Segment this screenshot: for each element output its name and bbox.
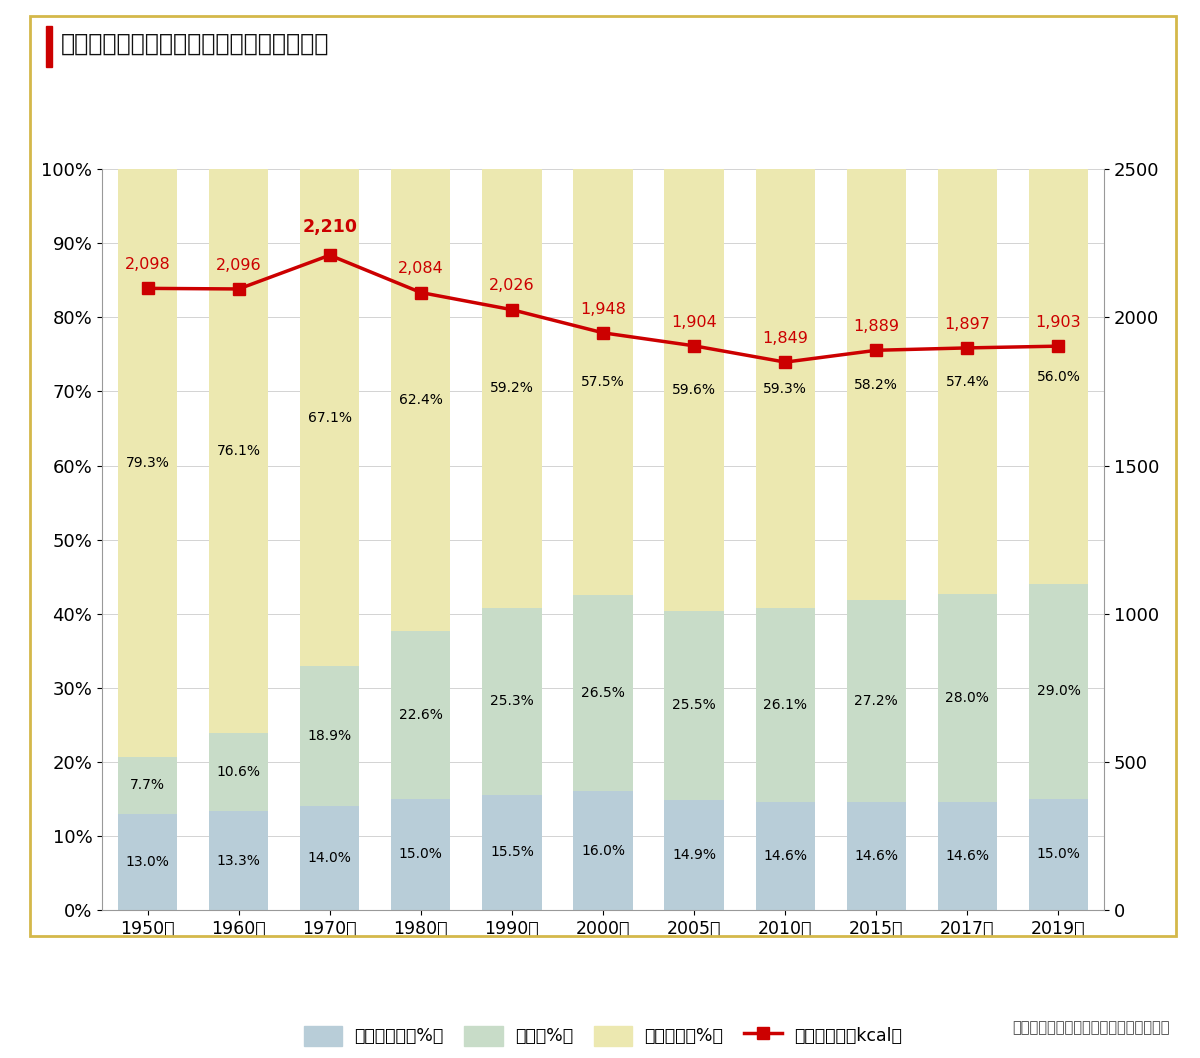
- Text: 13.0%: 13.0%: [126, 855, 169, 869]
- Text: 1,897: 1,897: [944, 316, 990, 331]
- Bar: [118, 169, 178, 756]
- Text: 57.5%: 57.5%: [581, 376, 625, 389]
- Text: 58.2%: 58.2%: [854, 378, 899, 391]
- Legend: たんみく質（%）, 脂質（%）, 炎水化物（%）, エネルギー（kcal）: たんみく質（%）, 脂質（%）, 炎水化物（%）, エネルギー（kcal）: [304, 1025, 902, 1045]
- Text: 15.5%: 15.5%: [490, 845, 534, 859]
- Text: 13.3%: 13.3%: [217, 854, 260, 868]
- Text: 29.0%: 29.0%: [1037, 685, 1080, 698]
- Bar: [574, 595, 632, 791]
- Text: 14.9%: 14.9%: [672, 847, 716, 861]
- Bar: [300, 806, 359, 910]
- Text: 26.5%: 26.5%: [581, 687, 625, 700]
- Text: 1,903: 1,903: [1036, 315, 1081, 330]
- Text: 出典：国民健康・栄養調査をもとに作成: 出典：国民健康・栄養調査をもとに作成: [1013, 1020, 1170, 1035]
- Text: 25.3%: 25.3%: [490, 694, 534, 709]
- Bar: [118, 814, 178, 910]
- Text: 14.6%: 14.6%: [763, 849, 808, 863]
- Bar: [391, 169, 450, 632]
- Bar: [482, 169, 541, 607]
- Text: 16.0%: 16.0%: [581, 843, 625, 858]
- Text: 56.0%: 56.0%: [1037, 369, 1080, 384]
- Bar: [1028, 799, 1088, 910]
- Bar: [937, 802, 997, 910]
- Bar: [847, 600, 906, 802]
- Text: 2,096: 2,096: [216, 258, 262, 273]
- Text: 14.0%: 14.0%: [307, 851, 352, 865]
- Text: 67.1%: 67.1%: [307, 411, 352, 424]
- Text: 2,026: 2,026: [490, 278, 535, 293]
- Text: 62.4%: 62.4%: [398, 394, 443, 407]
- Text: 79.3%: 79.3%: [126, 456, 169, 470]
- Text: 14.6%: 14.6%: [946, 849, 989, 863]
- Text: 18.9%: 18.9%: [307, 729, 352, 743]
- Bar: [756, 608, 815, 802]
- Text: 59.2%: 59.2%: [490, 382, 534, 396]
- Bar: [574, 791, 632, 910]
- Text: 59.3%: 59.3%: [763, 382, 808, 396]
- Text: 26.1%: 26.1%: [763, 698, 808, 712]
- Bar: [482, 607, 541, 796]
- Text: 2,210: 2,210: [302, 218, 358, 236]
- Text: 25.5%: 25.5%: [672, 698, 716, 712]
- Bar: [756, 802, 815, 910]
- Bar: [300, 169, 359, 667]
- Text: 1,904: 1,904: [671, 314, 716, 329]
- Text: 59.6%: 59.6%: [672, 383, 716, 397]
- Bar: [1028, 169, 1088, 584]
- Text: 27.2%: 27.2%: [854, 694, 898, 708]
- Bar: [937, 169, 997, 595]
- Bar: [482, 796, 541, 910]
- Bar: [1028, 584, 1088, 799]
- Bar: [209, 169, 269, 733]
- Bar: [665, 169, 724, 610]
- Text: 7.7%: 7.7%: [130, 778, 166, 792]
- Text: エネルギー産生栄養素バランスの年次推移: エネルギー産生栄養素バランスの年次推移: [61, 32, 330, 56]
- Text: 76.1%: 76.1%: [217, 444, 260, 458]
- Bar: [391, 632, 450, 799]
- Bar: [847, 802, 906, 910]
- Bar: [300, 667, 359, 806]
- Text: 1,948: 1,948: [580, 302, 626, 316]
- Bar: [937, 595, 997, 802]
- Bar: [665, 800, 724, 910]
- Bar: [209, 811, 269, 910]
- Bar: [118, 756, 178, 814]
- Text: 2,084: 2,084: [398, 261, 444, 276]
- Bar: [847, 169, 906, 600]
- Text: 10.6%: 10.6%: [217, 765, 260, 779]
- Text: 1,849: 1,849: [762, 331, 808, 346]
- Bar: [665, 610, 724, 800]
- Text: 15.0%: 15.0%: [1037, 847, 1080, 861]
- Bar: [574, 169, 632, 595]
- Text: 15.0%: 15.0%: [398, 847, 443, 861]
- Text: 22.6%: 22.6%: [398, 708, 443, 723]
- Bar: [391, 799, 450, 910]
- Bar: [756, 169, 815, 608]
- Text: 1,889: 1,889: [853, 320, 899, 334]
- Bar: [209, 733, 269, 811]
- Text: 14.6%: 14.6%: [854, 849, 899, 863]
- Text: 28.0%: 28.0%: [946, 691, 989, 705]
- Text: 57.4%: 57.4%: [946, 375, 989, 389]
- Text: 2,098: 2,098: [125, 257, 170, 272]
